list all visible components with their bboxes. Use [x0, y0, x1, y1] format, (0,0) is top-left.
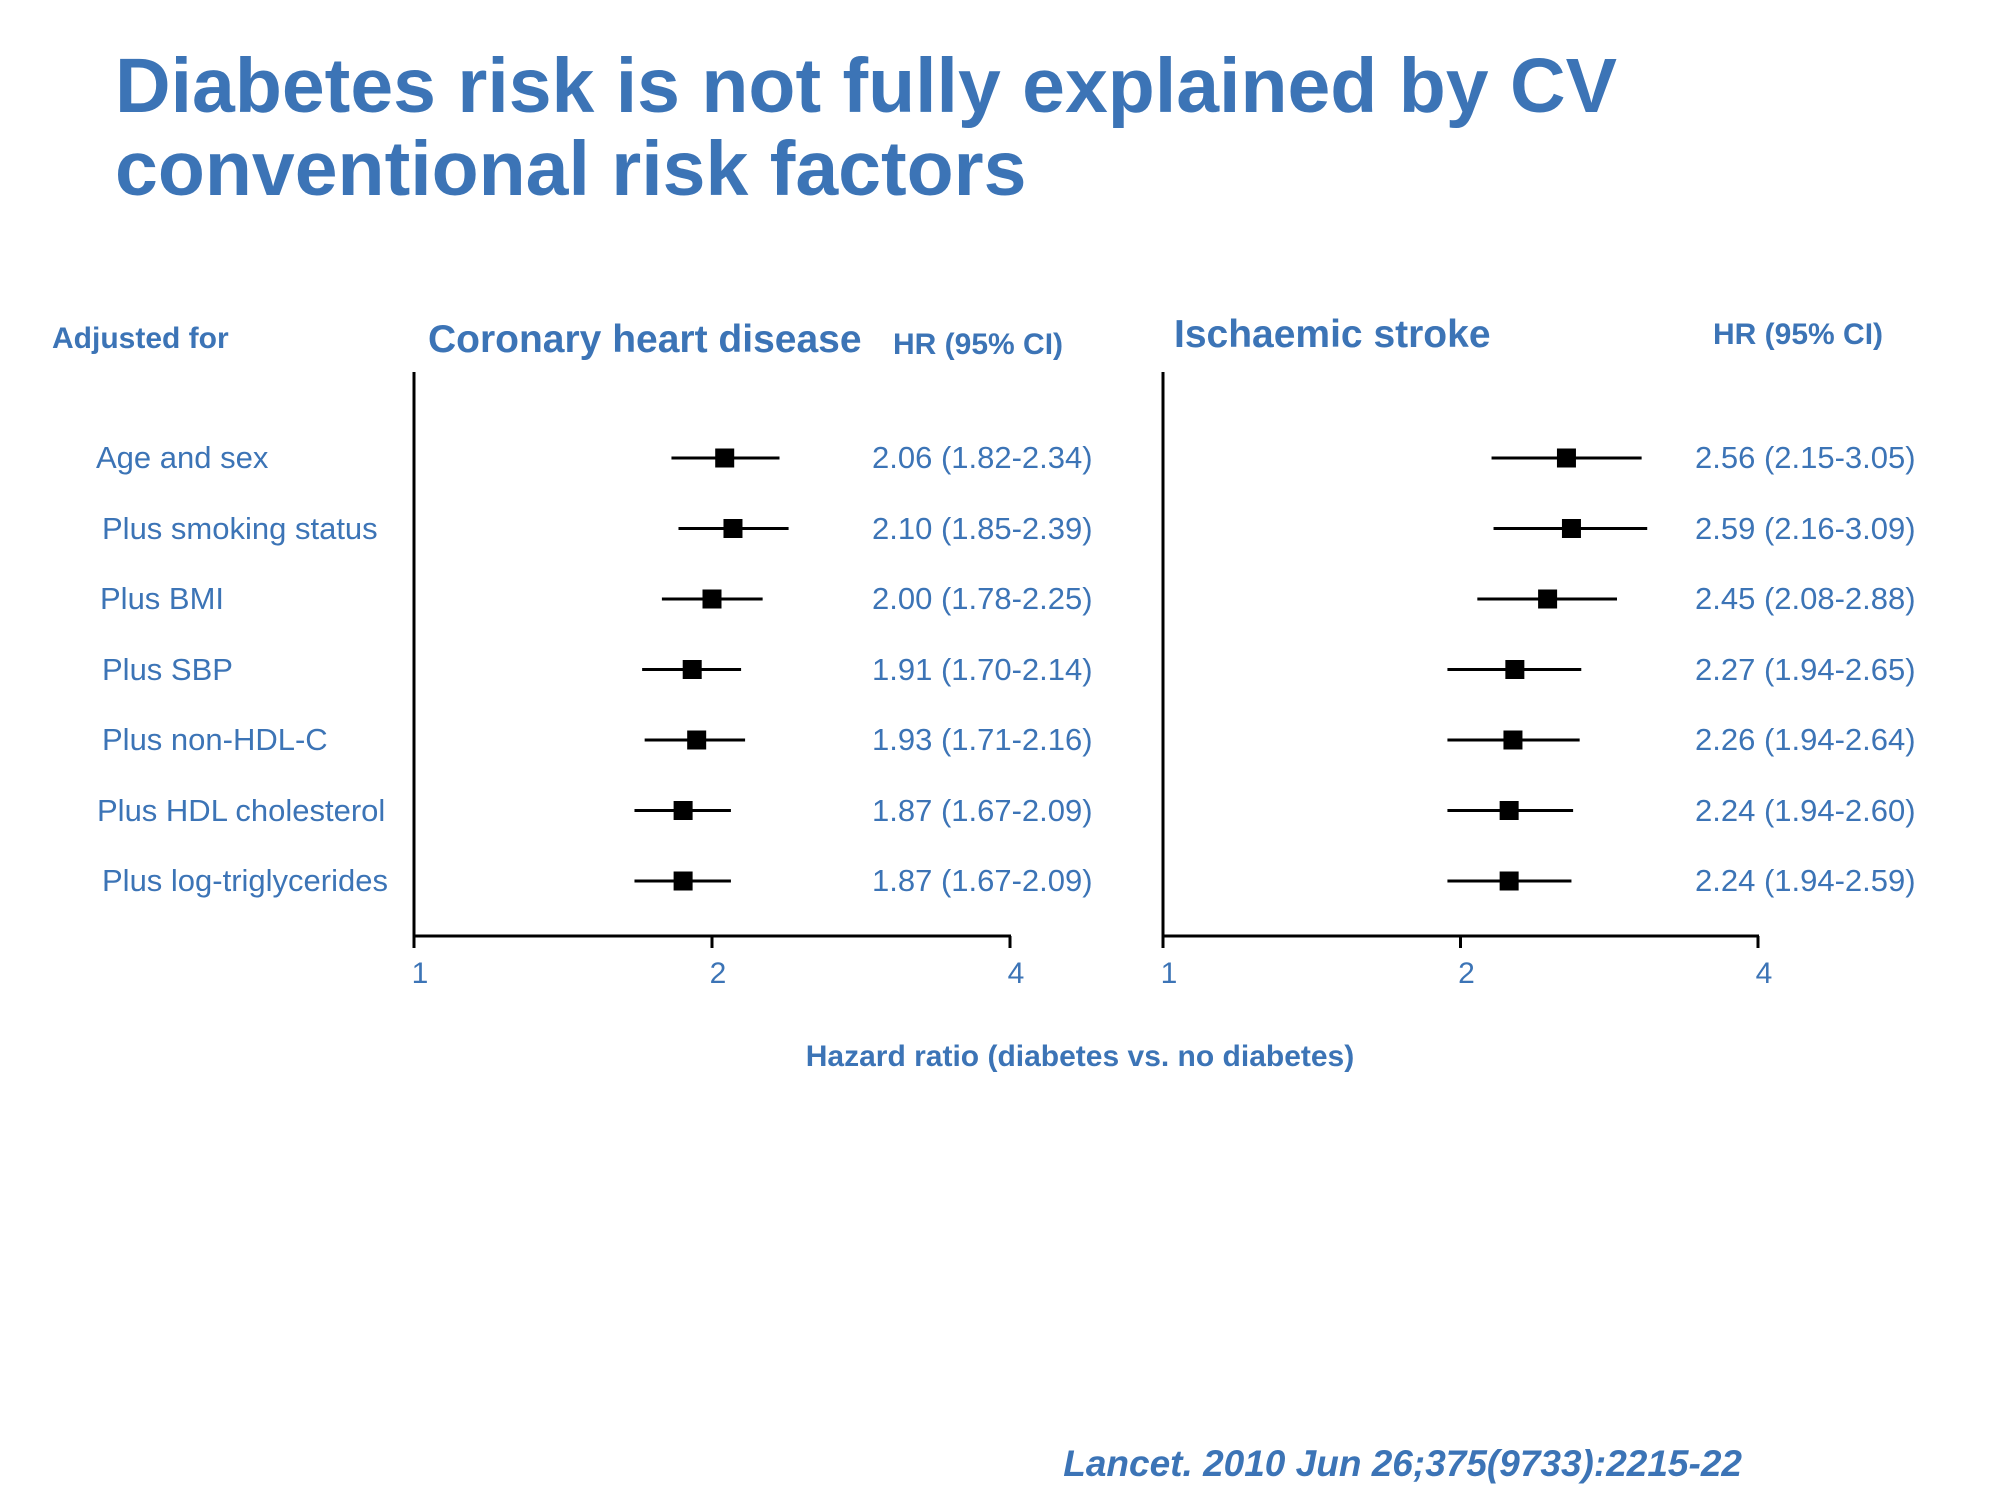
- hr-value-label: 2.06 (1.82-2.34): [872, 440, 1093, 475]
- x-tick-label: 1: [1161, 957, 1178, 990]
- hr-marker: [1499, 871, 1519, 891]
- hr-marker: [687, 730, 707, 750]
- hr-marker: [1538, 589, 1558, 609]
- hr-marker: [673, 871, 693, 891]
- x-tick-label: 2: [710, 957, 727, 990]
- hr-marker: [1503, 730, 1523, 750]
- hr-marker: [715, 448, 735, 468]
- hr-marker: [1561, 519, 1581, 538]
- hr-value-label: 2.56 (2.15-3.05): [1695, 440, 1916, 475]
- row-label: Plus BMI: [100, 581, 225, 616]
- hr-marker: [1556, 448, 1576, 468]
- x-tick-label: 1: [412, 957, 429, 990]
- hr-marker: [702, 589, 722, 609]
- hr-marker: [673, 801, 693, 820]
- hr-marker: [1505, 660, 1525, 679]
- x-tick-label: 4: [1756, 957, 1773, 990]
- x-tick-label: 2: [1458, 957, 1475, 990]
- hr-value-label: 2.24 (1.94-2.59): [1695, 863, 1916, 898]
- panel-title-chd: Coronary heart disease: [428, 318, 862, 361]
- hr-value-label: 2.10 (1.85-2.39): [872, 510, 1093, 546]
- hr-value-label: 2.24 (1.94-2.60): [1695, 792, 1916, 828]
- x-axis-title: Hazard ratio (diabetes vs. no diabetes): [805, 1040, 1355, 1073]
- hr-header-chd: HR (95% CI): [893, 328, 1064, 361]
- hr-marker: [1499, 801, 1519, 820]
- hr-value-label: 1.93 (1.71-2.16): [872, 722, 1093, 757]
- row-header: Adjusted for: [52, 322, 229, 355]
- hr-value-label: 2.27 (1.94-2.65): [1695, 651, 1916, 687]
- hr-marker: [723, 519, 743, 538]
- hr-value-label: 2.26 (1.94-2.64): [1695, 722, 1916, 757]
- hr-header-stroke: HR (95% CI): [1713, 318, 1884, 351]
- citation: Lancet. 2010 Jun 26;375(9733):2215-22: [1063, 1443, 1742, 1484]
- row-label: Plus HDL cholesterol: [97, 792, 386, 828]
- hr-value-label: 1.87 (1.67-2.09): [872, 792, 1093, 828]
- row-label: Plus log-triglycerides: [102, 863, 388, 898]
- row-label: Age and sex: [96, 440, 269, 475]
- row-label: Plus SBP: [102, 651, 233, 687]
- hr-value-label: 2.45 (2.08-2.88): [1695, 581, 1916, 616]
- hr-value-label: 2.00 (1.78-2.25): [872, 581, 1093, 616]
- hr-marker: [682, 660, 702, 679]
- hr-value-label: 2.59 (2.16-3.09): [1695, 510, 1916, 546]
- row-label: Plus non-HDL-C: [102, 722, 328, 757]
- x-tick-label: 4: [1008, 957, 1025, 990]
- panel-title-stroke: Ischaemic stroke: [1174, 313, 1491, 356]
- row-label: Plus smoking status: [102, 510, 378, 546]
- hr-value-label: 1.87 (1.67-2.09): [872, 863, 1093, 898]
- hr-value-label: 1.91 (1.70-2.14): [872, 651, 1093, 687]
- page-title: Diabetes risk is not fully explained by …: [115, 43, 1617, 213]
